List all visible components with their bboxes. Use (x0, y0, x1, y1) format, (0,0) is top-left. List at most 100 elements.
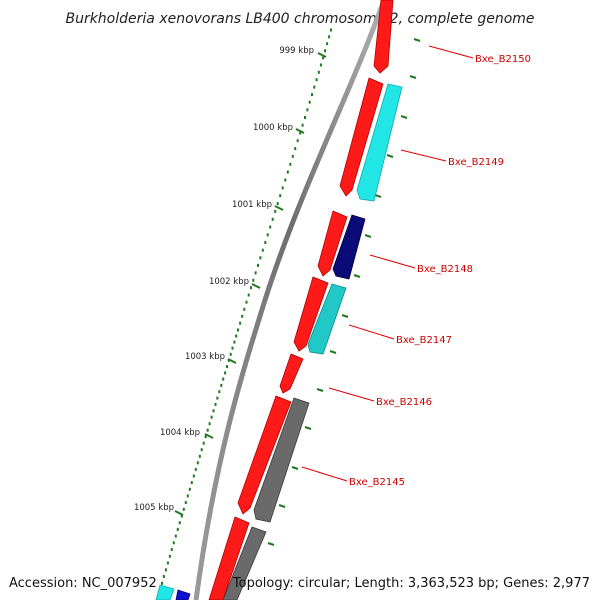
genome-stats-text: Topology: circular; Length: 3,363,523 bp… (232, 576, 590, 591)
scale-dot (229, 352, 232, 356)
scale-dot (235, 334, 238, 338)
scale-dot (216, 396, 219, 400)
scale-dot (162, 575, 165, 578)
scale-dot (315, 78, 318, 82)
scale-dot (184, 501, 187, 505)
gene-feature-red-7[interactable] (208, 516, 250, 600)
gene-feature-red-5[interactable] (279, 353, 304, 394)
scale-dot (328, 35, 331, 39)
scale-tick (274, 205, 284, 211)
minor-tick (291, 466, 299, 470)
scale-dot (212, 409, 215, 413)
scale-dot (226, 365, 228, 369)
scale-dots (159, 28, 421, 592)
scale-dot (204, 435, 207, 439)
scale-label: 999 kbp (279, 46, 314, 56)
gene-feature-bxe-b2145[interactable] (253, 397, 310, 523)
scale-dot (317, 70, 320, 74)
scale-dot (304, 116, 306, 119)
scale-dot (281, 186, 284, 190)
scale-label: 1001 kbp (232, 200, 272, 210)
gene-feature-bxe-b2150[interactable] (373, 0, 394, 74)
scale-label: 1004 kbp (160, 428, 200, 438)
scale-dot (202, 441, 205, 445)
scale-dot (220, 383, 223, 387)
scale-label: 1005 kbp (134, 503, 174, 513)
gene-label-bxe-b2150[interactable]: Bxe_B2150 (475, 54, 531, 65)
scale-tick (204, 433, 214, 439)
scale-dot (239, 321, 242, 325)
scale-dot (208, 422, 211, 426)
leader-line (301, 466, 348, 482)
gene-label-bxe-b2149[interactable]: Bxe_B2149 (448, 157, 504, 168)
scale-dot (243, 307, 246, 311)
minor-tick (353, 274, 361, 278)
scale-label: 1002 kbp (209, 277, 249, 287)
scale-dot (301, 123, 304, 127)
minor-tick (409, 75, 417, 79)
scale-dot (170, 548, 173, 551)
gene-label-bxe-b2146[interactable]: Bxe_B2146 (376, 397, 432, 408)
scale-tick (317, 52, 327, 58)
scale-dot (206, 428, 209, 432)
gene-label-bxe-b2148[interactable]: Bxe_B2148 (417, 264, 473, 275)
scale-tick (174, 510, 184, 516)
scale-dot (299, 131, 302, 135)
map-title: Burkholderia xenovorans LB400 chromosome… (65, 11, 534, 27)
gene-feature-cyan-bottom[interactable] (155, 584, 175, 600)
gene-feature-red-3[interactable] (317, 210, 348, 277)
scale-dot (257, 263, 259, 267)
scale-dot (237, 328, 239, 332)
gene-feature-red-4[interactable] (293, 276, 329, 352)
forward-strand-features (208, 0, 394, 600)
gene-feature-blue-bottom[interactable] (175, 589, 191, 600)
minor-tick (329, 350, 337, 354)
scale-dot (194, 467, 197, 471)
scale-label: 1000 kbp (253, 123, 293, 133)
scale-dot (241, 314, 244, 318)
accession-text: Accession: NC_007952 (9, 576, 157, 591)
minor-tick (341, 314, 349, 318)
gene-feature-bxe-b2149[interactable] (356, 83, 403, 202)
scale-dot (274, 209, 277, 213)
scale-dot (254, 271, 257, 275)
gene-label-bxe-b2147[interactable]: Bxe_B2147 (396, 335, 452, 346)
scale-tick (227, 358, 237, 364)
gene-label-bxe-b2145[interactable]: Bxe_B2145 (349, 477, 405, 488)
scale-dot (200, 448, 203, 452)
scale-dot (324, 49, 327, 53)
gene-feature-gray-2[interactable] (222, 526, 267, 600)
scale-dot (322, 56, 325, 60)
scale-dot (196, 461, 199, 465)
gene-feature-red-6[interactable] (237, 395, 292, 515)
scale-dot (259, 256, 262, 260)
gene-label-leaders (301, 45, 474, 482)
minor-tick (400, 115, 408, 119)
scale-dot (264, 241, 267, 244)
scale-dot (218, 390, 221, 394)
gene-feature-bxe-b2147[interactable] (307, 283, 347, 355)
scale-dot (210, 415, 213, 419)
scale-dot (296, 139, 299, 143)
scale-dot (313, 85, 316, 89)
scale-dot (178, 521, 181, 525)
scale-dot (247, 293, 250, 297)
scale-dot (174, 534, 177, 538)
scale-dot (252, 278, 255, 282)
scale-dot (224, 371, 227, 375)
scale-dot (164, 568, 167, 572)
scale-dot (245, 300, 248, 304)
scale-dot (311, 93, 313, 97)
minor-tick (304, 426, 312, 430)
gene-feature-bxe-b2149-strand[interactable] (339, 77, 384, 197)
scale-dot (190, 481, 193, 485)
scale-dot (168, 554, 171, 558)
scale-dot (319, 63, 322, 67)
scale-dot (286, 170, 289, 174)
scale-dot (294, 147, 297, 151)
gene-feature-bxe-b2148[interactable] (332, 214, 366, 280)
leader-line (369, 254, 416, 269)
minor-tick (267, 542, 275, 546)
scale-major-ticks (174, 52, 327, 516)
